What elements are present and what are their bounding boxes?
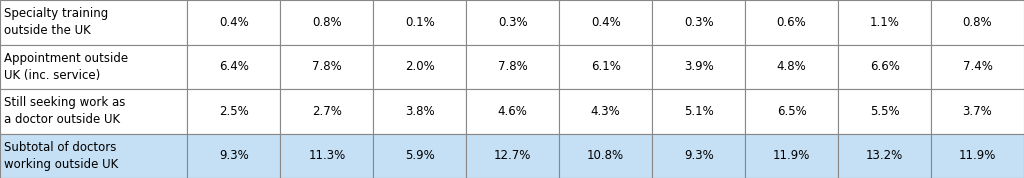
Text: 5.9%: 5.9% — [404, 149, 434, 162]
Text: Specialty training
outside the UK: Specialty training outside the UK — [4, 7, 109, 37]
Bar — [931, 0, 1024, 44]
Bar — [466, 134, 559, 178]
Text: 0.1%: 0.1% — [404, 16, 434, 29]
Text: 12.7%: 12.7% — [494, 149, 531, 162]
Text: 4.6%: 4.6% — [498, 105, 527, 118]
Text: 5.1%: 5.1% — [684, 105, 714, 118]
Bar — [652, 89, 745, 134]
Bar — [0, 44, 187, 89]
Text: Still seeking work as
a doctor outside UK: Still seeking work as a doctor outside U… — [4, 96, 125, 126]
Text: 7.8%: 7.8% — [312, 60, 342, 73]
Text: 6.4%: 6.4% — [219, 60, 249, 73]
Bar — [838, 134, 931, 178]
Bar — [374, 0, 466, 44]
Text: 1.1%: 1.1% — [869, 16, 899, 29]
Text: 3.7%: 3.7% — [963, 105, 992, 118]
Bar — [281, 44, 374, 89]
Bar — [745, 134, 838, 178]
Bar — [281, 0, 374, 44]
Text: 0.4%: 0.4% — [591, 16, 621, 29]
Text: 11.9%: 11.9% — [773, 149, 810, 162]
Text: 7.8%: 7.8% — [498, 60, 527, 73]
Bar — [559, 0, 652, 44]
Text: 5.5%: 5.5% — [869, 105, 899, 118]
Bar — [559, 44, 652, 89]
Text: 11.3%: 11.3% — [308, 149, 345, 162]
Text: 13.2%: 13.2% — [866, 149, 903, 162]
Text: 10.8%: 10.8% — [587, 149, 625, 162]
Bar — [931, 134, 1024, 178]
Bar — [652, 134, 745, 178]
Bar — [374, 44, 466, 89]
Text: 3.9%: 3.9% — [684, 60, 714, 73]
Bar — [187, 0, 281, 44]
Bar — [187, 44, 281, 89]
Bar — [838, 89, 931, 134]
Text: 6.5%: 6.5% — [777, 105, 807, 118]
Text: 6.6%: 6.6% — [869, 60, 899, 73]
Text: Subtotal of doctors
working outside UK: Subtotal of doctors working outside UK — [4, 141, 118, 171]
Bar — [931, 44, 1024, 89]
Bar — [652, 44, 745, 89]
Bar — [745, 44, 838, 89]
Text: 9.3%: 9.3% — [684, 149, 714, 162]
Bar — [559, 89, 652, 134]
Bar — [466, 44, 559, 89]
Text: 0.8%: 0.8% — [963, 16, 992, 29]
Text: 11.9%: 11.9% — [958, 149, 996, 162]
Text: 0.3%: 0.3% — [498, 16, 527, 29]
Text: 0.4%: 0.4% — [219, 16, 249, 29]
Bar — [745, 89, 838, 134]
Text: 2.7%: 2.7% — [312, 105, 342, 118]
Text: 4.3%: 4.3% — [591, 105, 621, 118]
Bar — [281, 89, 374, 134]
Bar — [838, 0, 931, 44]
Bar — [0, 0, 187, 44]
Bar — [187, 134, 281, 178]
Text: 9.3%: 9.3% — [219, 149, 249, 162]
Bar — [374, 89, 466, 134]
Bar — [559, 134, 652, 178]
Text: 2.5%: 2.5% — [219, 105, 249, 118]
Bar — [0, 89, 187, 134]
Bar — [374, 134, 466, 178]
Text: 3.8%: 3.8% — [404, 105, 434, 118]
Bar — [466, 0, 559, 44]
Text: 7.4%: 7.4% — [963, 60, 992, 73]
Text: 4.8%: 4.8% — [777, 60, 807, 73]
Text: 0.6%: 0.6% — [777, 16, 807, 29]
Text: 0.8%: 0.8% — [312, 16, 342, 29]
Bar — [0, 134, 187, 178]
Text: 2.0%: 2.0% — [404, 60, 434, 73]
Bar — [745, 0, 838, 44]
Bar — [931, 89, 1024, 134]
Bar — [652, 0, 745, 44]
Text: 6.1%: 6.1% — [591, 60, 621, 73]
Text: 0.3%: 0.3% — [684, 16, 714, 29]
Bar — [281, 134, 374, 178]
Bar — [187, 89, 281, 134]
Bar — [466, 89, 559, 134]
Text: Appointment outside
UK (inc. service): Appointment outside UK (inc. service) — [4, 52, 128, 82]
Bar — [838, 44, 931, 89]
